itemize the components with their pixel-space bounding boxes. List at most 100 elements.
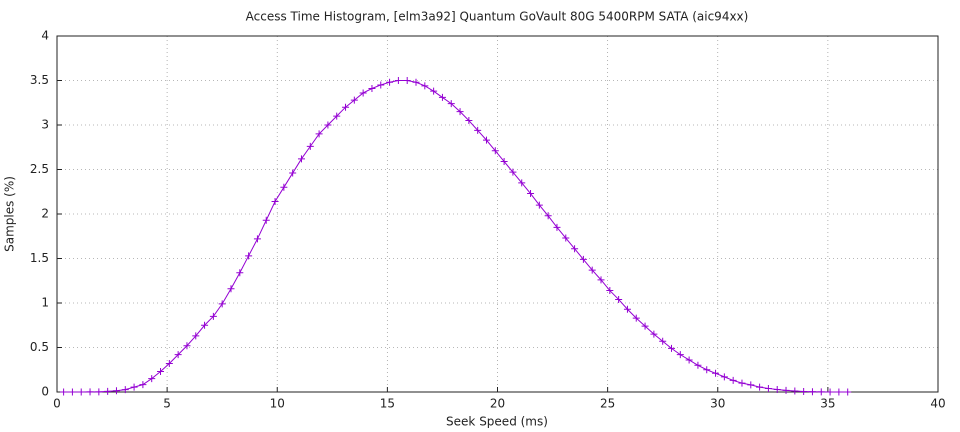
data-point <box>800 387 808 395</box>
data-point <box>289 169 297 177</box>
data-point <box>121 386 129 394</box>
data-point <box>218 300 226 308</box>
data-point <box>844 388 852 396</box>
data-line <box>63 80 848 393</box>
x-tick-label: 10 <box>270 397 285 411</box>
data-point <box>306 142 314 150</box>
data-point <box>738 379 746 387</box>
data-point <box>148 375 156 383</box>
data-point <box>438 93 446 101</box>
y-tick-label: 3.5 <box>30 73 49 87</box>
data-point <box>553 223 561 231</box>
y-axis-label: Samples (%) <box>3 176 17 252</box>
data-point <box>342 103 350 111</box>
data-point <box>562 234 570 242</box>
data-point <box>720 373 728 381</box>
y-tick-label: 4 <box>41 29 49 43</box>
data-point <box>280 183 288 191</box>
data-point <box>112 387 120 395</box>
data-point <box>632 314 640 322</box>
data-point <box>447 100 455 108</box>
y-tick-label: 2 <box>41 207 49 221</box>
data-point <box>808 388 816 396</box>
data-point <box>729 376 737 384</box>
data-point <box>773 386 781 394</box>
x-tick-label: 5 <box>163 397 171 411</box>
data-point <box>817 388 825 396</box>
data-point <box>465 117 473 125</box>
data-point <box>764 384 772 392</box>
data-point <box>412 78 420 86</box>
data-point <box>236 269 244 277</box>
data-point <box>86 388 94 396</box>
data-point <box>579 255 587 263</box>
y-tick-label: 0 <box>41 385 49 399</box>
x-tick-label: 35 <box>820 397 835 411</box>
data-point <box>209 312 217 320</box>
data-point <box>509 168 517 176</box>
data-point <box>377 81 385 89</box>
data-point <box>60 388 68 396</box>
data-point <box>297 155 305 163</box>
y-tick-label: 3 <box>41 118 49 132</box>
data-point <box>694 361 702 369</box>
data-point <box>183 342 191 350</box>
data-point <box>157 368 165 376</box>
data-point <box>253 235 261 243</box>
data-point <box>518 179 526 187</box>
data-point <box>403 77 411 84</box>
data-point <box>571 245 579 253</box>
data-point <box>491 147 499 155</box>
data-point <box>826 388 834 396</box>
data-point <box>130 383 138 391</box>
x-tick-label: 40 <box>930 397 945 411</box>
x-tick-label: 0 <box>53 397 61 411</box>
data-point <box>201 321 209 329</box>
y-tick-label: 0.5 <box>30 340 49 354</box>
data-point <box>782 386 790 394</box>
data-point <box>676 351 684 359</box>
data-point <box>139 381 147 389</box>
data-point <box>791 387 799 395</box>
data-point <box>659 337 667 345</box>
data-point <box>456 108 464 116</box>
data-point <box>703 366 711 374</box>
data-point <box>271 198 279 206</box>
data-point <box>165 360 173 368</box>
data-point <box>623 305 631 313</box>
data-point <box>430 87 438 95</box>
data-point <box>77 388 85 396</box>
x-tick-label: 30 <box>710 397 725 411</box>
data-point <box>756 383 764 391</box>
data-point <box>359 89 367 97</box>
data-point <box>544 212 552 220</box>
data-point <box>333 112 341 120</box>
data-point <box>500 157 508 165</box>
data-point <box>835 388 843 396</box>
chart-title: Access Time Histogram, [elm3a92] Quantum… <box>246 10 749 24</box>
y-tick-label: 1.5 <box>30 251 49 265</box>
data-point <box>104 387 112 395</box>
x-tick-label: 25 <box>600 397 615 411</box>
data-point <box>527 190 535 198</box>
y-tick-label: 2.5 <box>30 162 49 176</box>
data-point <box>606 287 614 295</box>
data-point <box>350 96 358 104</box>
data-point <box>227 285 235 293</box>
data-point <box>667 344 675 352</box>
data-point <box>386 78 394 86</box>
data-point <box>68 388 76 396</box>
data-point <box>641 322 649 330</box>
data-point <box>597 276 605 284</box>
data-point <box>535 201 543 209</box>
data-point <box>685 356 693 364</box>
data-point <box>712 369 720 377</box>
x-tick-label: 20 <box>490 397 505 411</box>
x-axis-label: Seek Speed (ms) <box>446 415 548 429</box>
data-point <box>324 121 332 129</box>
data-point <box>482 136 490 144</box>
data-point <box>95 388 103 396</box>
data-point <box>315 130 323 138</box>
data-point <box>394 77 402 84</box>
data-point <box>421 82 429 90</box>
